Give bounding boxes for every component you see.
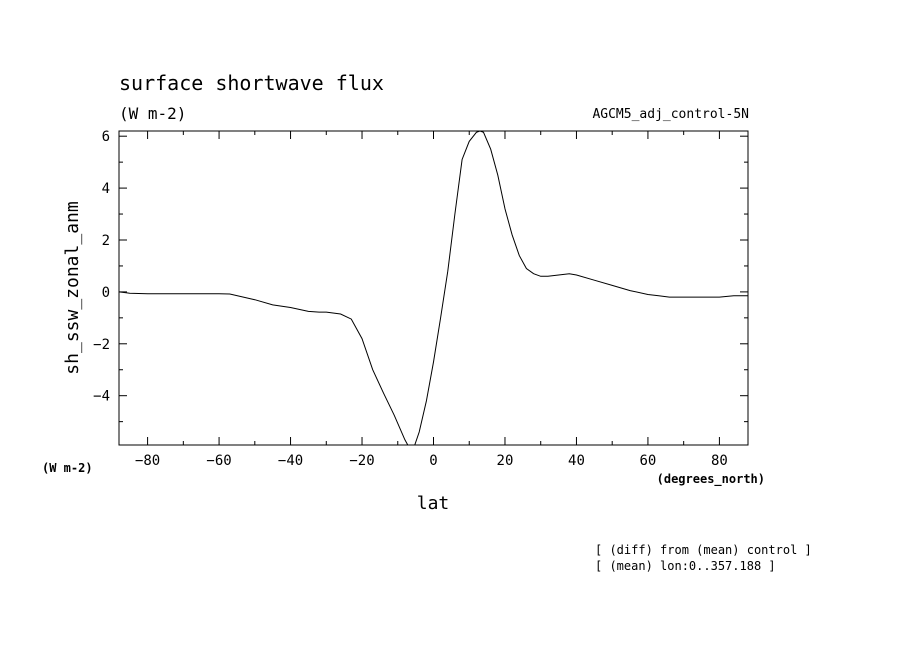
x-axis-units: (degrees_north) xyxy=(657,472,765,487)
x-tick-label: −20 xyxy=(349,453,374,469)
x-tick-label: −80 xyxy=(135,453,160,469)
y-tick-label: 2 xyxy=(102,233,110,249)
x-axis-label: lat xyxy=(417,493,450,514)
x-tick-label: 40 xyxy=(568,453,585,469)
series-line xyxy=(119,131,748,445)
y-tick-label: −4 xyxy=(93,389,110,405)
x-tick-label: 60 xyxy=(640,453,657,469)
chart-subtitle: (W m-2) xyxy=(119,104,186,123)
x-tick-label: 20 xyxy=(497,453,514,469)
chart-title: surface shortwave flux xyxy=(119,71,384,95)
x-tick-label: −60 xyxy=(206,453,231,469)
y-axis-label: sh_ssw_zonal_anm xyxy=(62,201,83,374)
dataset-label: AGCM5_adj_control-5N xyxy=(592,107,749,122)
y-tick-label: −2 xyxy=(93,337,110,353)
x-tick-labels: −80 −60 −40 −20 0 20 40 60 80 xyxy=(135,453,728,469)
note-line-2: [ (mean) lon:0..357.188 ] xyxy=(595,559,776,573)
plot-frame xyxy=(118,130,749,446)
y-tick-label: 0 xyxy=(102,285,110,301)
x-tick-label: −40 xyxy=(278,453,303,469)
x-tick-label: 80 xyxy=(711,453,728,469)
y-axis-units: (W m-2) xyxy=(42,461,93,475)
y-tick-label: 4 xyxy=(102,181,110,197)
y-tick-labels: −4 −2 0 2 4 6 xyxy=(93,129,110,405)
x-tick-label: 0 xyxy=(429,453,437,469)
note-line-1: [ (diff) from (mean) control ] xyxy=(595,543,812,557)
y-tick-label: 6 xyxy=(102,129,110,145)
axis-ticks xyxy=(119,131,748,445)
